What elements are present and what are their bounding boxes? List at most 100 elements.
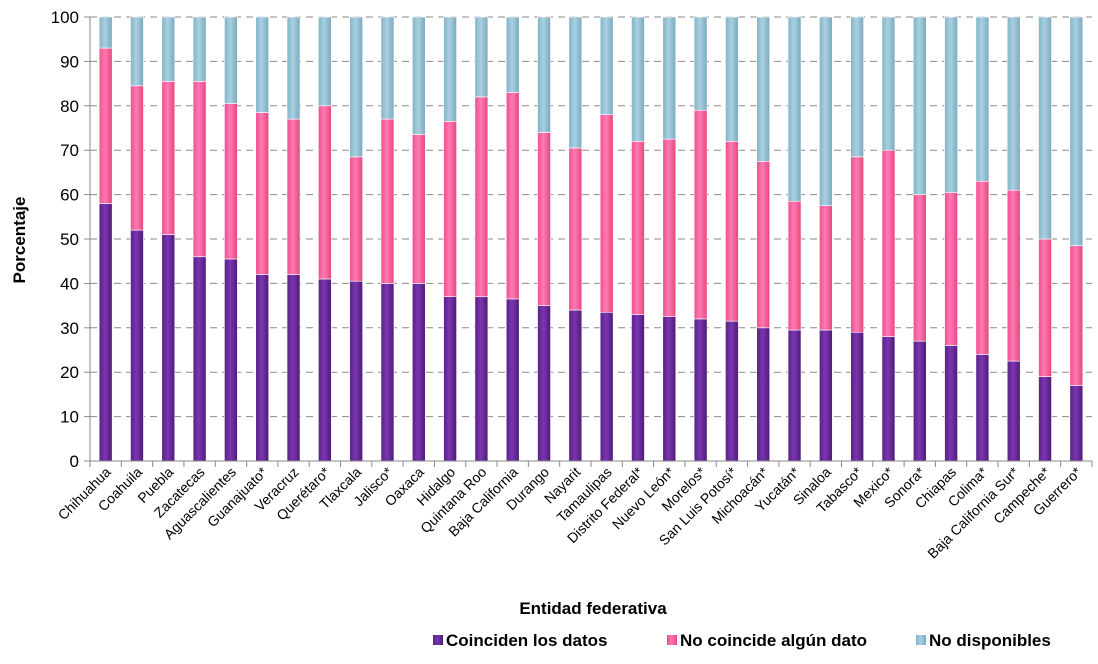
bar-segment-2-19 — [662, 138, 677, 318]
bar-segment-3-8 — [318, 16, 332, 107]
bar-segment-1-17 — [599, 311, 614, 462]
bar-segment-1-22 — [756, 327, 771, 462]
bar-segment-3-23 — [787, 16, 802, 202]
bar-segment-1-26 — [881, 336, 896, 462]
bar-segment-1-3 — [161, 234, 176, 462]
y-tick-label: 10 — [60, 408, 79, 427]
bar-segment-2-22 — [756, 161, 771, 329]
bar-segment-3-16 — [568, 16, 583, 149]
bar-segment-3-5 — [224, 16, 238, 104]
bar-segment-3-7 — [286, 16, 301, 120]
bars — [98, 16, 1084, 462]
bar-segment-3-1 — [98, 16, 113, 49]
bar-segment-2-25 — [850, 156, 864, 333]
bar-segment-2-4 — [192, 81, 207, 258]
bar-segment-3-21 — [725, 16, 739, 142]
legend-swatch-2 — [667, 635, 677, 645]
legend-swatch-3 — [916, 635, 926, 645]
bar-segment-1-18 — [631, 314, 645, 462]
bar-segment-2-5 — [224, 103, 238, 260]
bar-segment-1-32 — [1069, 385, 1084, 462]
bar-segment-3-11 — [411, 16, 426, 135]
bar-segment-2-29 — [975, 180, 990, 355]
bar-segment-2-16 — [568, 147, 583, 311]
y-tick-label: 90 — [60, 52, 79, 71]
bar-segment-3-13 — [474, 16, 489, 98]
bar-segment-3-27 — [912, 16, 927, 195]
y-axis-title: Porcentaje — [10, 197, 29, 284]
bar-segment-1-9 — [349, 280, 363, 462]
bar-segment-3-28 — [944, 16, 958, 193]
bar-segment-2-7 — [286, 118, 301, 275]
bar-segment-3-26 — [881, 16, 896, 151]
bar-segment-1-2 — [130, 229, 144, 462]
bar-segment-3-25 — [850, 16, 864, 158]
y-tick-label: 80 — [60, 97, 79, 116]
y-tick-label: 50 — [60, 230, 79, 249]
bar-segment-1-24 — [819, 329, 833, 462]
bar-segment-1-5 — [224, 258, 238, 462]
bar-segment-1-16 — [568, 309, 583, 462]
bar-segment-3-19 — [662, 16, 677, 140]
bar-segment-2-9 — [349, 156, 363, 282]
bar-segment-2-28 — [944, 192, 958, 346]
bar-segment-3-30 — [1006, 16, 1021, 191]
bar-segment-3-14 — [505, 16, 520, 93]
bar-segment-3-4 — [192, 16, 207, 82]
bar-segment-2-32 — [1069, 245, 1084, 386]
bar-segment-3-29 — [975, 16, 990, 182]
bar-segment-1-19 — [662, 316, 677, 462]
bar-segment-2-6 — [255, 112, 270, 275]
y-tick-label: 40 — [60, 274, 79, 293]
bar-segment-2-20 — [693, 109, 708, 320]
bar-segment-3-17 — [599, 16, 614, 115]
bar-segment-3-3 — [161, 16, 176, 82]
bar-segment-2-18 — [631, 141, 645, 315]
bar-segment-1-25 — [850, 331, 864, 462]
bar-segment-1-27 — [912, 340, 927, 462]
bar-segment-3-2 — [130, 16, 144, 87]
bar-segment-2-15 — [537, 132, 551, 306]
bar-segment-1-10 — [380, 283, 395, 462]
bar-segment-2-21 — [725, 141, 739, 322]
bar-segment-2-17 — [599, 114, 614, 313]
bar-segment-1-15 — [537, 305, 551, 462]
bar-segment-1-12 — [443, 296, 457, 462]
y-tick-label: 30 — [60, 319, 79, 338]
bar-segment-3-6 — [255, 16, 270, 113]
legend-label-1: Coinciden los datos — [446, 631, 608, 650]
x-axis-title: Entidad federativa — [519, 599, 667, 618]
bar-segment-2-14 — [505, 92, 520, 300]
bar-segment-1-8 — [318, 278, 332, 462]
y-tick-label: 0 — [70, 452, 79, 471]
bar-segment-3-12 — [443, 16, 457, 122]
bar-segment-3-22 — [756, 16, 771, 162]
bar-segment-2-10 — [380, 118, 395, 284]
bar-segment-1-14 — [505, 298, 520, 462]
bar-segment-3-32 — [1069, 16, 1084, 246]
bar-segment-1-29 — [975, 354, 990, 462]
bar-segment-3-31 — [1038, 16, 1052, 240]
bar-segment-1-23 — [787, 329, 802, 462]
bar-segment-2-24 — [819, 205, 833, 331]
bar-segment-3-15 — [537, 16, 551, 133]
bar-segment-2-13 — [474, 96, 489, 298]
bar-segment-2-1 — [98, 47, 113, 204]
bar-segment-1-20 — [693, 318, 708, 462]
bar-segment-2-23 — [787, 200, 802, 331]
bar-segment-1-7 — [286, 274, 301, 462]
bar-segment-2-12 — [443, 121, 457, 298]
bar-segment-1-6 — [255, 274, 270, 462]
bar-segment-1-31 — [1038, 376, 1052, 462]
bar-segment-3-20 — [693, 16, 708, 111]
axes — [89, 17, 1092, 462]
bar-segment-1-4 — [192, 256, 207, 462]
bar-segment-1-30 — [1006, 360, 1021, 462]
y-tick-label: 20 — [60, 363, 79, 382]
bar-segment-1-28 — [944, 345, 958, 462]
bar-segment-1-1 — [98, 203, 113, 462]
bar-segment-2-30 — [1006, 189, 1021, 362]
x-tick-labels: ChihuahuaCoahuilaPueblaZacatecasAguascal… — [55, 463, 1085, 561]
bar-segment-2-31 — [1038, 238, 1052, 377]
